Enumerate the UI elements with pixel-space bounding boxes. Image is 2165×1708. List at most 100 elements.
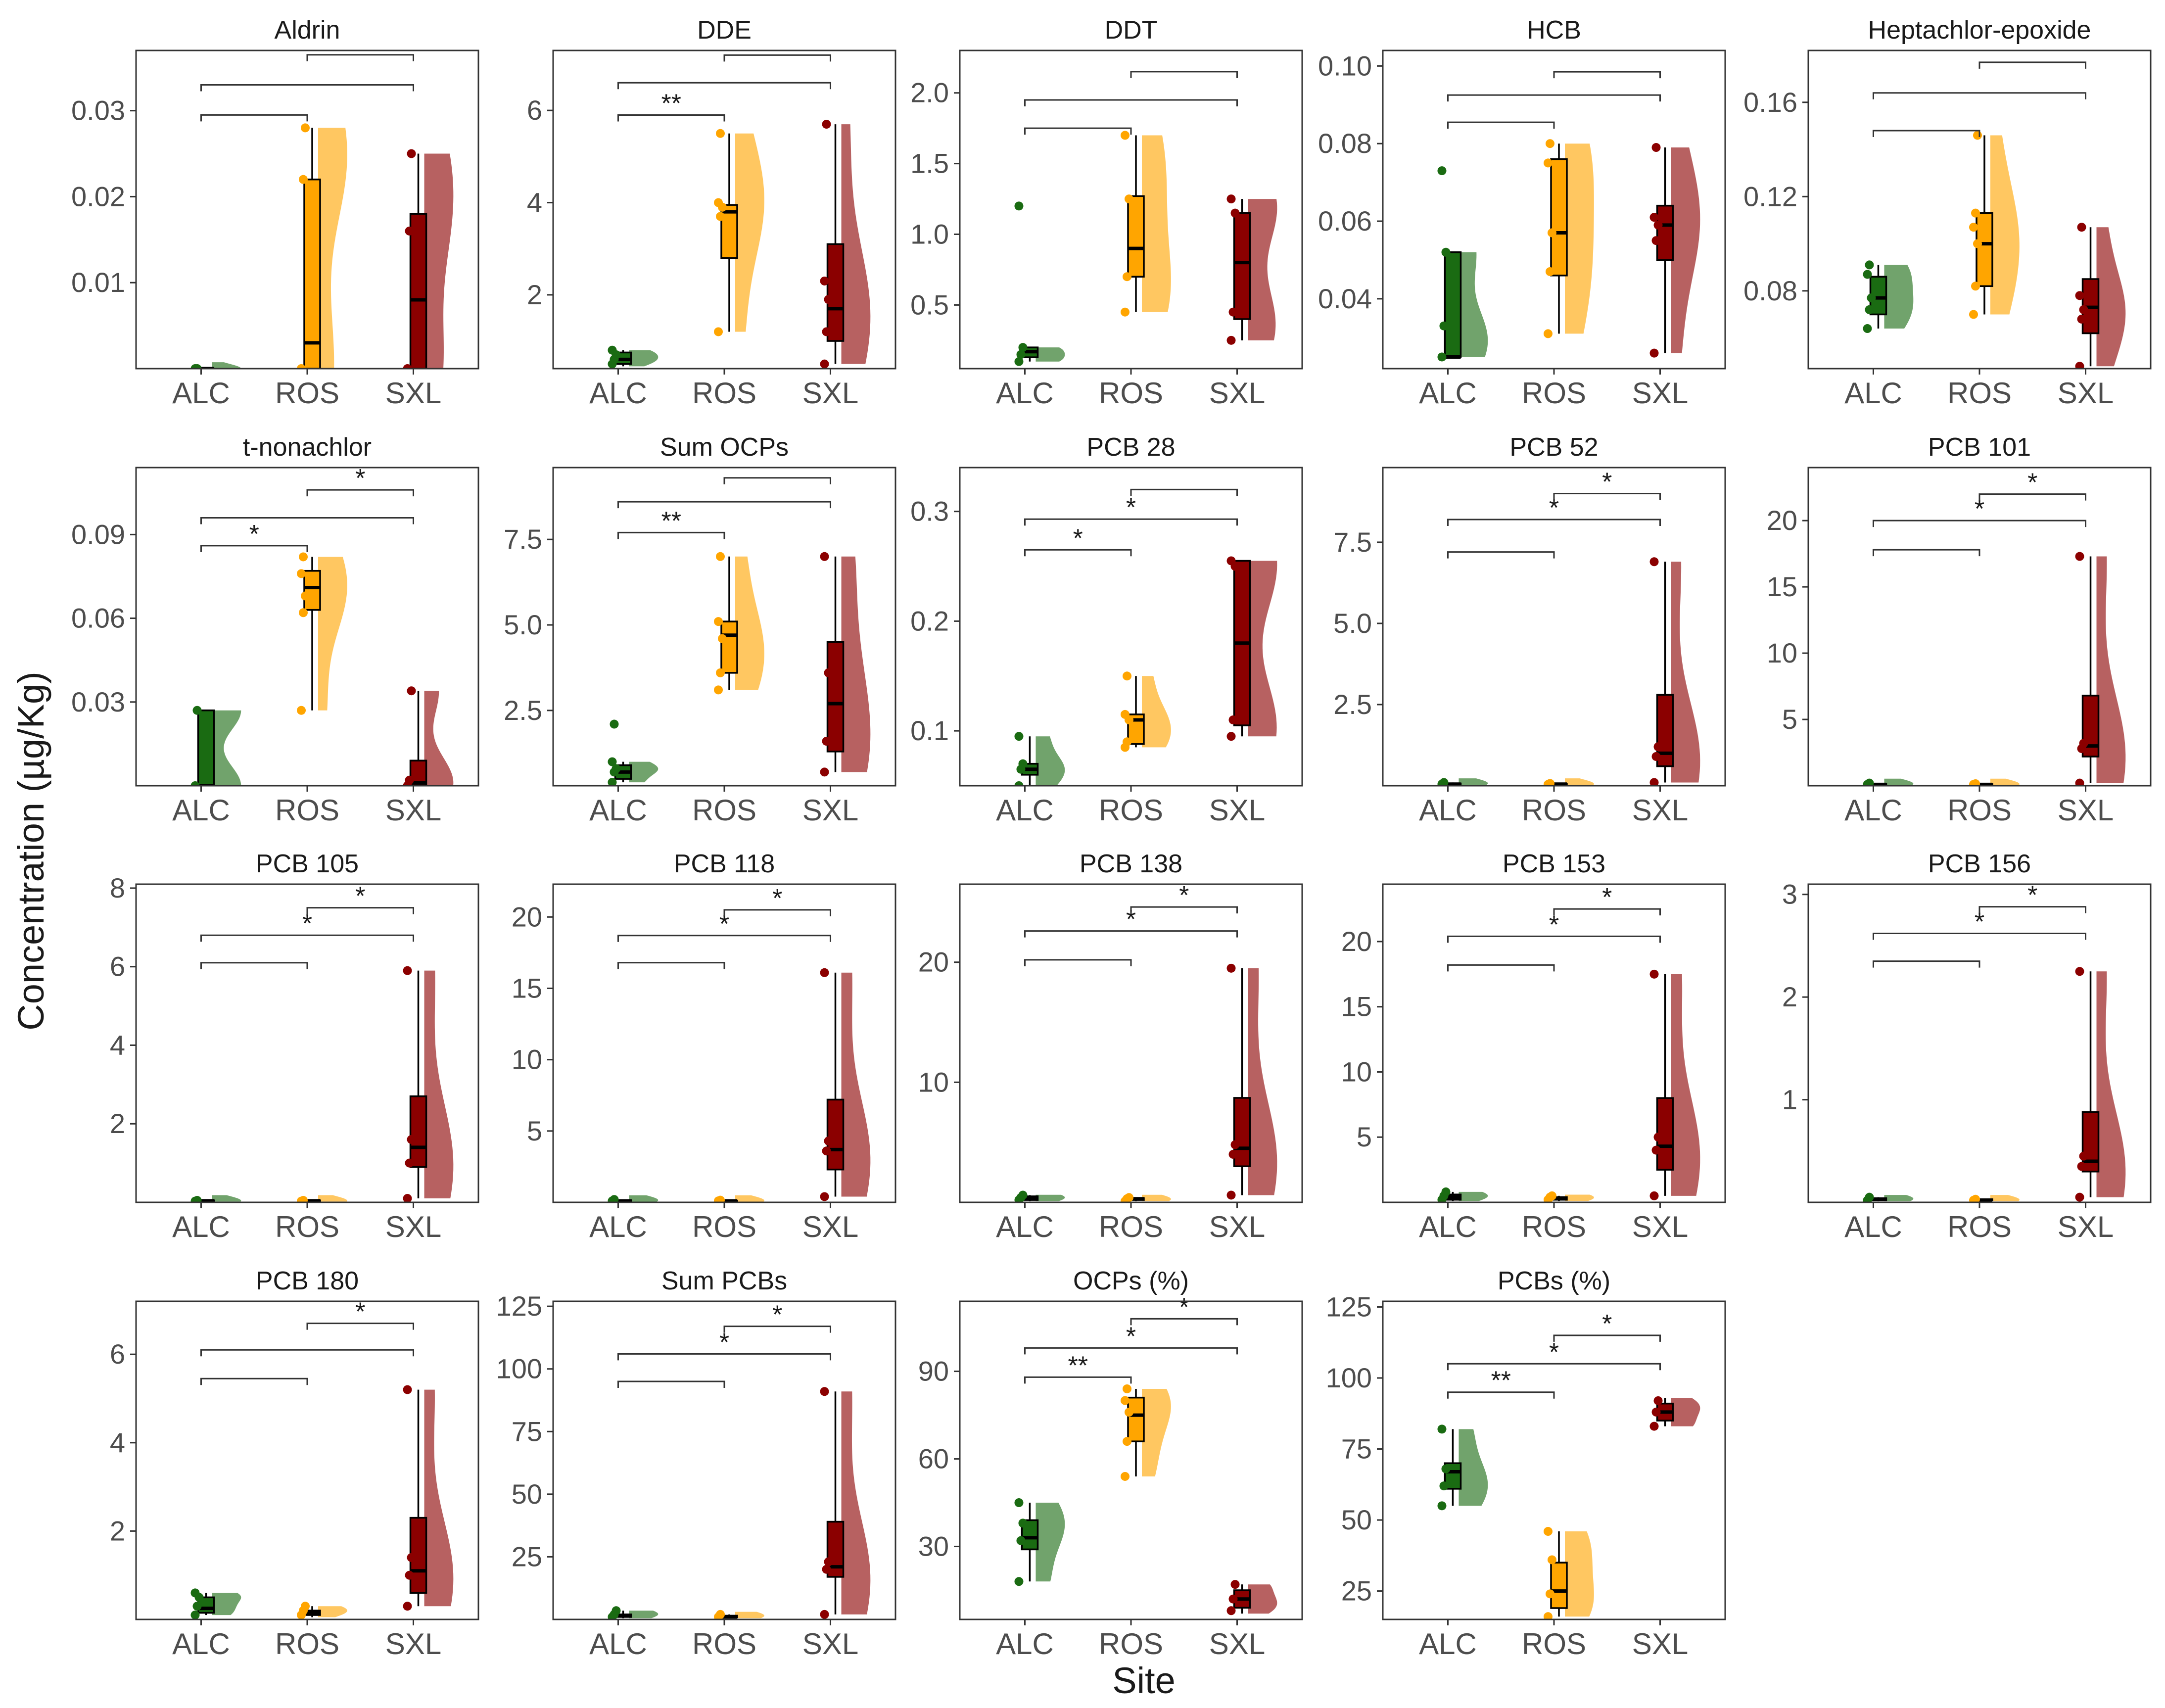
panel-frame: [552, 883, 896, 1203]
point-sxl: [1649, 348, 1659, 358]
point-sxl: [820, 1610, 829, 1619]
point-ros: [716, 552, 725, 561]
point-alc: [1865, 260, 1874, 270]
panel-title: PCB 153: [1503, 850, 1605, 878]
point-sxl: [1226, 1190, 1236, 1200]
significance-label: *: [2027, 881, 2037, 910]
point-ros: [1121, 131, 1130, 140]
significance-label: *: [772, 1301, 782, 1329]
density-sxl: [841, 972, 871, 1197]
density-ros: [735, 556, 764, 690]
point-sxl: [820, 552, 829, 561]
significance-bracket: [1024, 127, 1132, 135]
significance-bracket: [1024, 1347, 1238, 1355]
y-tick-label: 7.5: [504, 523, 542, 555]
box-sxl: [1656, 204, 1674, 261]
significance-bracket: [1872, 92, 2087, 99]
y-tick-label: 7.5: [1333, 526, 1372, 558]
x-axis-label: Site: [1112, 1660, 1176, 1701]
panel-content: [1437, 969, 1700, 1202]
point-alc: [1016, 350, 1026, 359]
y-tick-label: 0.1: [910, 715, 949, 746]
point-ros: [716, 1195, 725, 1202]
point-ros: [1125, 1193, 1133, 1202]
density-sxl: [1248, 561, 1277, 737]
point-sxl: [1228, 1594, 1238, 1604]
x-tick-label: ROS: [1099, 1210, 1163, 1243]
point-ros: [1123, 737, 1131, 747]
panel-content: [1437, 139, 1700, 362]
box-alc: [197, 709, 215, 786]
significance-bracket: [1024, 1376, 1132, 1384]
point-sxl: [824, 295, 833, 304]
x-tick-label: SXL: [385, 1627, 441, 1661]
x-tick-label: SXL: [1632, 794, 1688, 827]
density-ros: [1565, 778, 1594, 785]
y-tick-label: 0.06: [1318, 205, 1372, 237]
point-sxl: [1230, 1140, 1240, 1149]
density-ros: [1142, 135, 1171, 312]
panel-frame: [1807, 49, 2152, 370]
point-ros: [716, 668, 725, 677]
significance-label: *: [1126, 1322, 1136, 1351]
significance-label: **: [1491, 1367, 1510, 1395]
y-tick-label: 25: [512, 1541, 542, 1572]
x-tick-label: ALC: [589, 1627, 647, 1661]
density-alc: [1035, 736, 1065, 786]
significance-bracket: [1872, 520, 2087, 527]
x-tick-label: SXL: [1209, 377, 1265, 410]
significance-bracket: [1024, 518, 1238, 526]
panel-title: PCBs (%): [1498, 1267, 1610, 1295]
x-tick-label: ROS: [692, 1627, 756, 1661]
box-sxl: [409, 1095, 427, 1168]
box-sxl: [826, 243, 845, 342]
point-ros: [714, 617, 723, 626]
point-ros: [716, 129, 725, 138]
x-tick-label: ALC: [589, 377, 647, 410]
panel-sum-ocps: Sum OCPs 2.5 5.0 7.5 ALC ROS SXL **: [504, 433, 896, 827]
point-sxl: [822, 327, 831, 336]
point-ros: [714, 327, 723, 336]
significance-bracket: [306, 1323, 415, 1330]
panel-title: PCB 138: [1080, 850, 1182, 878]
point-sxl: [403, 1385, 412, 1394]
density-ros: [735, 1195, 764, 1202]
significance-bracket: [1872, 960, 1980, 968]
panel-content: [190, 966, 454, 1202]
density-alc: [629, 350, 659, 367]
x-tick-label: SXL: [1632, 1627, 1688, 1661]
panel-title: Sum OCPs: [660, 433, 789, 462]
point-ros: [1548, 228, 1556, 237]
density-alc: [1884, 1195, 1914, 1201]
point-sxl: [820, 968, 829, 977]
point-ros: [1544, 329, 1553, 338]
x-tick-label: ROS: [1947, 1210, 2012, 1243]
density-alc: [1459, 1191, 1488, 1201]
point-ros: [714, 685, 723, 695]
panel-pcb-180: PCB 180 2 4 6 ALC ROS SXL *: [110, 1267, 479, 1661]
significance-bracket: [723, 477, 832, 484]
y-tick-label: 60: [918, 1443, 949, 1474]
panel-pcb-138: PCB 138 10 20 ALC ROS SXL * *: [918, 850, 1303, 1243]
point-sxl: [1649, 1422, 1659, 1431]
point-alc: [190, 1611, 200, 1619]
y-tick-label: 0.2: [910, 605, 949, 636]
panel-dde: DDE 2 4 6 ALC ROS SXL **: [527, 16, 896, 410]
density-sxl: [1671, 1398, 1700, 1426]
point-sxl: [822, 1565, 831, 1574]
y-tick-label: 1.5: [910, 148, 949, 179]
significance-bracket: [200, 517, 415, 524]
x-tick-label: SXL: [802, 794, 858, 827]
panel-content: [1863, 131, 2126, 369]
point-sxl: [2075, 778, 2084, 786]
density-ros: [735, 1612, 764, 1618]
significance-bracket: [200, 962, 308, 969]
significance-label: *: [1126, 493, 1136, 522]
point-ros: [1123, 1384, 1131, 1393]
significance-bracket: [306, 907, 415, 914]
density-ros: [1565, 1194, 1594, 1201]
x-tick-label: ALC: [589, 1210, 647, 1243]
point-ros: [299, 608, 308, 617]
x-tick-label: ALC: [1419, 794, 1477, 827]
x-tick-label: SXL: [802, 1210, 858, 1243]
